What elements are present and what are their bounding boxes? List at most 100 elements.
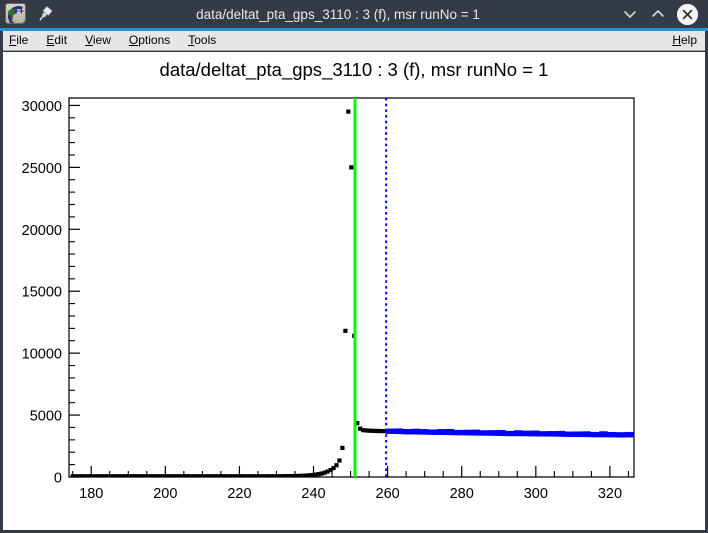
root-logo-icon: ++ (5, 3, 27, 25)
fit-bin (488, 430, 497, 436)
data-point (260, 474, 265, 477)
data-point (189, 474, 194, 477)
data-point (366, 428, 372, 433)
data-point (115, 474, 120, 477)
data-point (289, 473, 295, 477)
data-point (129, 474, 135, 477)
data-point (334, 463, 339, 468)
data-point (215, 474, 221, 477)
data-point (141, 474, 146, 477)
data-point (254, 474, 259, 477)
data-point (358, 426, 363, 431)
data-point (186, 474, 191, 477)
menu-item-edit[interactable]: Edit (37, 31, 76, 50)
data-point (236, 474, 241, 477)
data-point (245, 474, 250, 477)
fit-bin (607, 431, 617, 438)
menu-rest-view: iew (92, 33, 111, 47)
data-point (316, 472, 321, 477)
axes-frame (68, 97, 635, 478)
data-point (375, 428, 381, 434)
x-tick-label: 200 (153, 486, 177, 502)
data-point (248, 474, 253, 477)
data-point (150, 474, 155, 477)
data-point (275, 474, 280, 477)
minimize-button[interactable] (621, 5, 639, 23)
menu-mnemonic-edit: E (46, 33, 55, 47)
data-point (381, 429, 387, 434)
x-tick-label: 320 (598, 486, 622, 502)
menu-item-view[interactable]: View (76, 31, 120, 50)
menu-item-file[interactable]: File (0, 31, 37, 50)
fit-bin (505, 430, 514, 437)
data-point (218, 474, 224, 477)
fit-bin (386, 428, 395, 434)
canvas-bottom-strip (3, 518, 705, 530)
data-point (292, 473, 298, 477)
data-point (278, 474, 283, 477)
data-point (94, 474, 99, 477)
fit-bin (590, 431, 600, 438)
fit-bin (548, 431, 557, 437)
fit-bin (556, 430, 566, 437)
data-point (159, 474, 164, 477)
data-point (209, 474, 215, 477)
y-tick-label: 25000 (22, 161, 62, 177)
data-point (230, 474, 235, 477)
data-point (372, 428, 378, 434)
plot-area[interactable]: 0 5000 10000 15000 20000 25000 30000 180 200 220 2… (3, 52, 705, 518)
data-point (201, 474, 206, 477)
data-point (120, 474, 126, 477)
menu-item-options[interactable]: Options (120, 31, 179, 50)
data-point (331, 465, 336, 471)
menu-item-help[interactable]: Help (663, 31, 708, 50)
data-point (224, 474, 229, 477)
data-point (263, 474, 268, 477)
data-point (147, 474, 152, 477)
menu-mnemonic-tools: T (188, 33, 195, 47)
x-tick-label: 300 (524, 486, 548, 502)
fit-bin (599, 431, 608, 437)
menu-mnemonic-file: F (9, 33, 17, 47)
data-point (106, 474, 111, 477)
fit-bin (531, 430, 540, 436)
data-point (144, 474, 149, 477)
menu-rest-tools: ools (194, 33, 217, 47)
window-title: data/deltat_pta_gps_3110 : 3 (f), msr ru… (196, 6, 480, 22)
data-point (91, 474, 96, 477)
plot-frame (68, 97, 635, 478)
data-point (378, 428, 384, 434)
x-tick-label: 240 (301, 486, 325, 502)
fit-bin (539, 431, 549, 437)
data-point (307, 473, 312, 477)
data-point (180, 474, 185, 477)
data-point (171, 474, 176, 477)
fit-bin (454, 429, 463, 436)
data-point (349, 165, 354, 170)
data-point (286, 474, 292, 477)
data-point (88, 474, 93, 477)
data-point (85, 474, 90, 477)
pin-icon[interactable] (35, 4, 55, 24)
window-titlebar: ++ data/deltat_pta_gps_3110 : 3 (f), msr… (0, 0, 708, 28)
maximize-button[interactable] (649, 5, 667, 23)
data-point (340, 445, 345, 450)
root-canvas[interactable]: data/deltat_pta_gps_3110 : 3 (f), msr ru… (3, 52, 705, 518)
menu-mnemonic-view: V (85, 33, 93, 47)
fit-bin (445, 428, 455, 435)
fit-bin (624, 431, 634, 438)
data-point (192, 474, 197, 477)
data-point (109, 474, 114, 477)
close-button[interactable] (677, 3, 698, 25)
data-point (126, 474, 132, 477)
data-point (310, 472, 315, 477)
data-point (174, 474, 179, 477)
data-point (97, 474, 102, 477)
data-point (343, 328, 348, 333)
data-point (301, 473, 306, 477)
fit-bin (513, 430, 523, 436)
menu-item-tools[interactable]: Tools (179, 31, 225, 50)
fit-bin (582, 431, 591, 437)
data-layer (70, 98, 634, 477)
data-point (242, 474, 247, 477)
